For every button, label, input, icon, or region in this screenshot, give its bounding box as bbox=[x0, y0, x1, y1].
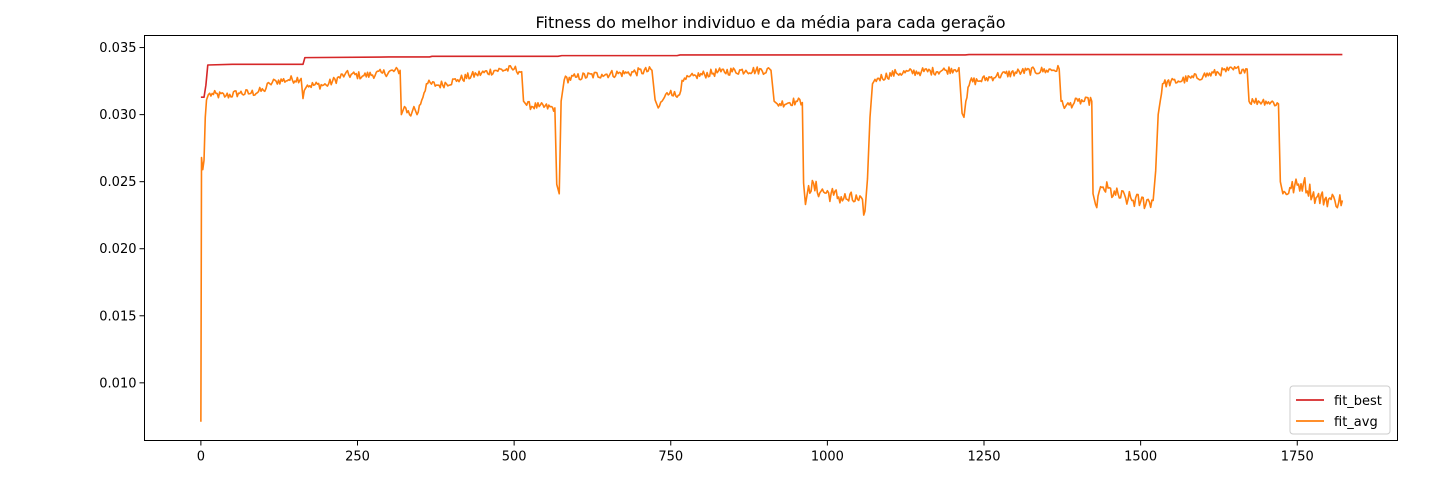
y-tick-label: 0.025 bbox=[99, 175, 136, 190]
x-tick-label: 1750 bbox=[1281, 450, 1314, 465]
x-tick-label: 0 bbox=[197, 450, 205, 465]
axes-group: 0 250 500 750 1000 1250 1500 1750 0.010 0.015 0.02… bbox=[99, 41, 1314, 464]
legend-label-fit-avg: fit_avg bbox=[1334, 415, 1378, 430]
legend-box bbox=[1289, 385, 1391, 435]
series-line-fit-avg bbox=[200, 64, 1344, 422]
y-tick-label: 0.010 bbox=[99, 376, 136, 391]
plot-frame bbox=[144, 35, 1398, 441]
y-tick-label: 0.015 bbox=[99, 309, 136, 324]
x-tick-label: 1000 bbox=[811, 450, 844, 465]
x-tick-label: 500 bbox=[502, 450, 527, 465]
y-tick-label: 0.035 bbox=[99, 41, 136, 56]
chart-title: Fitness do melhor individuo e da média p… bbox=[535, 13, 1005, 32]
legend: fit_best fit_avg bbox=[1289, 385, 1391, 435]
plot-series-group bbox=[200, 53, 1344, 422]
y-tick-label: 0.020 bbox=[99, 242, 136, 257]
x-tick-label: 250 bbox=[345, 450, 370, 465]
series-line-fit-best bbox=[200, 53, 1343, 98]
x-tick-label: 750 bbox=[658, 450, 683, 465]
legend-label-fit-best: fit_best bbox=[1334, 394, 1382, 409]
x-tick-label: 1500 bbox=[1124, 450, 1157, 465]
x-tick-label: 1250 bbox=[967, 450, 1000, 465]
y-tick-label: 0.030 bbox=[99, 108, 136, 123]
